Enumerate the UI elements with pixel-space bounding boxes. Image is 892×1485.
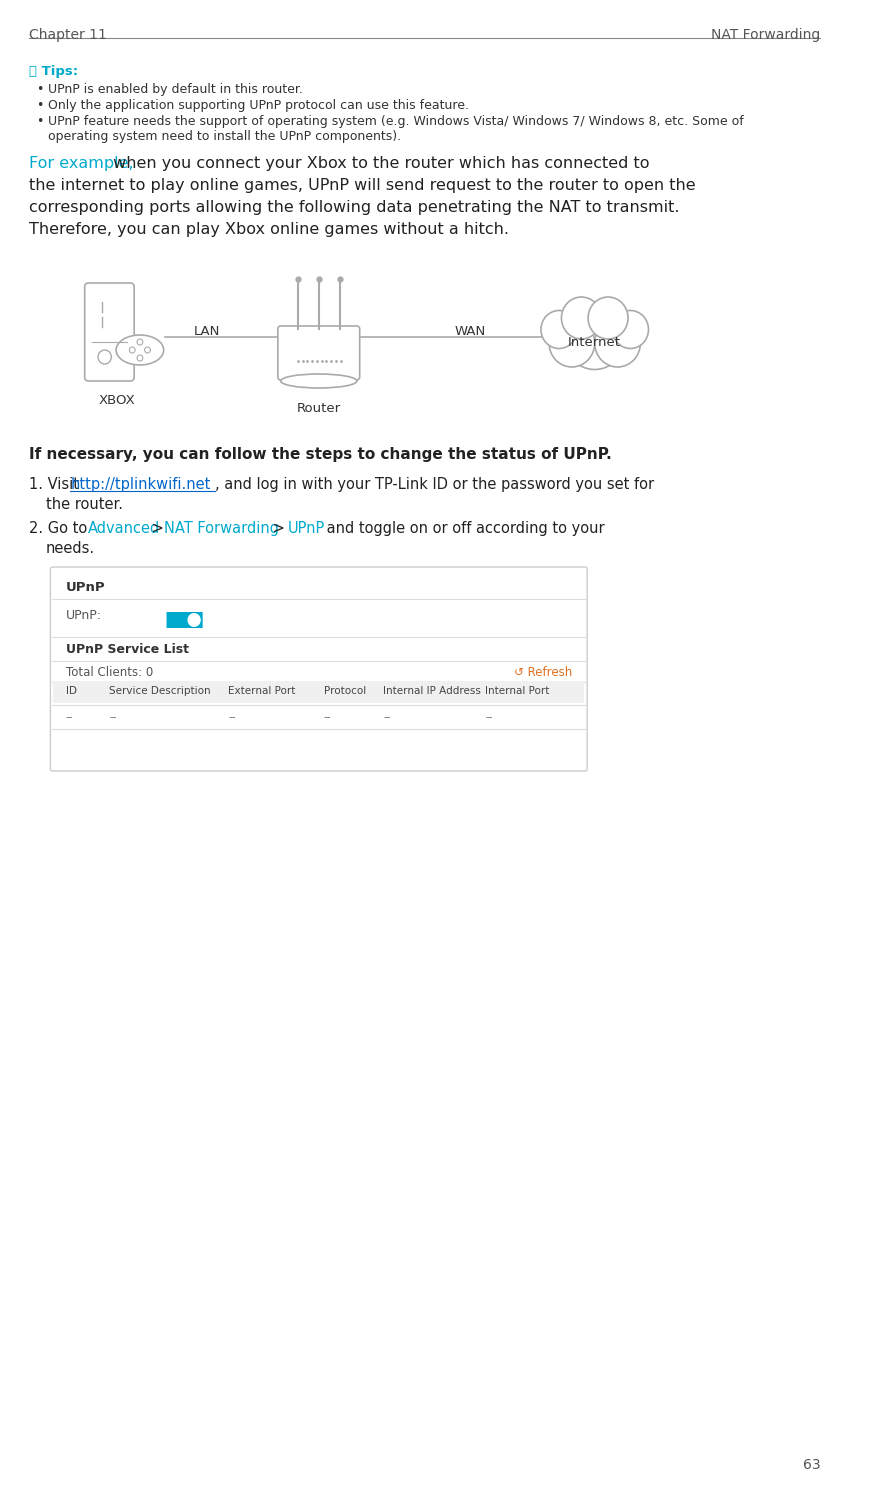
Text: >: > <box>146 521 168 536</box>
FancyBboxPatch shape <box>278 327 359 380</box>
Text: Internet: Internet <box>568 336 621 349</box>
Text: 63: 63 <box>803 1458 821 1472</box>
Circle shape <box>187 613 201 627</box>
Text: and toggle on or off according to your: and toggle on or off according to your <box>322 521 604 536</box>
Text: http://tplinkwifi.net: http://tplinkwifi.net <box>70 477 211 492</box>
Text: , and log in with your TP-Link ID or the password you set for: , and log in with your TP-Link ID or the… <box>215 477 654 492</box>
Ellipse shape <box>116 336 163 365</box>
Text: For example,: For example, <box>29 156 133 171</box>
Text: --: -- <box>384 711 391 722</box>
Text: --: -- <box>66 711 73 722</box>
Circle shape <box>595 319 640 367</box>
FancyBboxPatch shape <box>167 612 202 628</box>
Text: Therefore, you can play Xbox online games without a hitch.: Therefore, you can play Xbox online game… <box>29 221 508 238</box>
Circle shape <box>612 310 648 349</box>
Text: External Port: External Port <box>228 686 296 696</box>
Circle shape <box>137 355 143 361</box>
Text: Chapter 11: Chapter 11 <box>29 28 106 42</box>
Text: needs.: needs. <box>45 541 95 555</box>
Text: the internet to play online games, UPnP will send request to the router to open : the internet to play online games, UPnP … <box>29 178 695 193</box>
FancyBboxPatch shape <box>51 567 587 771</box>
Circle shape <box>588 297 628 339</box>
Circle shape <box>549 319 595 367</box>
Circle shape <box>145 347 151 353</box>
Circle shape <box>564 304 625 370</box>
Text: --: -- <box>324 711 331 722</box>
Text: corresponding ports allowing the following data penetrating the NAT to transmit.: corresponding ports allowing the followi… <box>29 200 679 215</box>
Circle shape <box>137 339 143 345</box>
Text: --: -- <box>110 711 117 722</box>
Text: when you connect your Xbox to the router which has connected to: when you connect your Xbox to the router… <box>109 156 650 171</box>
Circle shape <box>561 297 601 339</box>
Text: operating system need to install the UPnP components).: operating system need to install the UPn… <box>47 131 401 143</box>
Text: ↺ Refresh: ↺ Refresh <box>514 665 572 679</box>
Text: UPnP:: UPnP: <box>66 609 102 622</box>
Text: LAN: LAN <box>194 325 219 339</box>
Text: NAT Forwarding: NAT Forwarding <box>163 521 278 536</box>
Text: •: • <box>37 114 44 128</box>
Text: Protocol: Protocol <box>324 686 366 696</box>
Text: NAT Forwarding: NAT Forwarding <box>711 28 821 42</box>
Text: Only the application supporting UPnP protocol can use this feature.: Only the application supporting UPnP pro… <box>47 99 468 111</box>
FancyBboxPatch shape <box>54 682 584 702</box>
Text: the router.: the router. <box>45 497 123 512</box>
Circle shape <box>129 347 135 353</box>
Text: ID: ID <box>66 686 77 696</box>
Text: >: > <box>268 521 294 536</box>
Text: Service Description: Service Description <box>110 686 211 696</box>
Text: Router: Router <box>297 402 341 414</box>
Text: •: • <box>37 83 44 97</box>
Text: ⓘ Tips:: ⓘ Tips: <box>29 65 78 79</box>
Text: •: • <box>37 99 44 111</box>
Text: Internal IP Address: Internal IP Address <box>384 686 482 696</box>
Text: --: -- <box>228 711 235 722</box>
Text: 2. Go to: 2. Go to <box>29 521 96 536</box>
Circle shape <box>541 310 577 349</box>
Text: XBOX: XBOX <box>99 394 136 407</box>
Text: UPnP: UPnP <box>66 581 105 594</box>
Text: Internal Port: Internal Port <box>485 686 549 696</box>
Circle shape <box>98 350 112 364</box>
Text: UPnP Service List: UPnP Service List <box>66 643 189 656</box>
Ellipse shape <box>281 374 357 388</box>
Text: Advanced: Advanced <box>87 521 160 536</box>
Text: Total Clients: 0: Total Clients: 0 <box>66 665 153 679</box>
Text: --: -- <box>485 711 492 722</box>
Text: 1. Visit: 1. Visit <box>29 477 83 492</box>
Text: UPnP: UPnP <box>287 521 325 536</box>
Text: If necessary, you can follow the steps to change the status of UPnP.: If necessary, you can follow the steps t… <box>29 447 611 462</box>
FancyBboxPatch shape <box>85 284 134 382</box>
Text: UPnP is enabled by default in this router.: UPnP is enabled by default in this route… <box>47 83 302 97</box>
Text: UPnP feature needs the support of operating system (e.g. Windows Vista/ Windows : UPnP feature needs the support of operat… <box>47 114 743 128</box>
Text: WAN: WAN <box>455 325 486 339</box>
